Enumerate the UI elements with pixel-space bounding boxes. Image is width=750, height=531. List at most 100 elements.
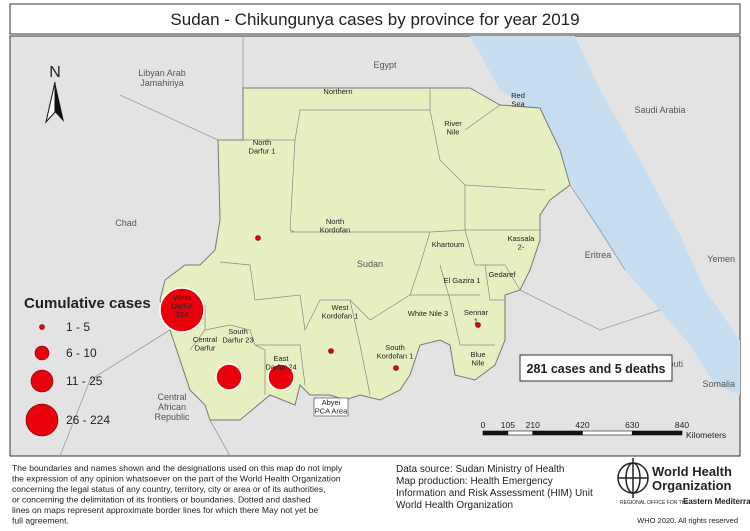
province-label: Red [511,91,525,100]
province-label: White Nile 3 [408,309,448,318]
province-label: 2- [518,243,525,252]
title: Sudan - Chikungunya cases by province fo… [170,10,579,29]
province-label: South [228,327,248,336]
north-arrow-half [45,81,56,124]
province-label: El Gazira 1 [443,276,480,285]
province-label: South [385,343,405,352]
scale-label: 0 [481,420,486,430]
country-label: Egypt [373,60,397,70]
summary-box [519,354,673,382]
province-borders [189,88,546,396]
province-label: Kassala [508,234,536,243]
country-label: Sudan [357,259,383,269]
province-label: Khartoum [432,240,465,249]
province-label: 224 [176,310,189,319]
case-bubble [159,287,205,333]
disclaimer: or concerning the delimitation of its fr… [12,495,311,505]
legend-symbol [34,345,50,361]
province-label: Central [193,335,218,344]
source: Map production: Health Emergency [396,476,553,487]
legend-label: 6 - 10 [66,346,97,360]
source: Information and Risk Assessment (HIM) Un… [396,488,593,499]
logo-text: World Health [652,464,732,479]
logo-text: Organization [652,478,732,493]
summary: 281 cases and 5 deaths [527,362,666,376]
country-label: Yemen [707,254,735,264]
province-label: West [332,303,350,312]
province-label: North [326,217,344,226]
province-label: 1 [474,317,478,326]
legend-symbol [30,369,54,393]
province-label: Darfur 23 [222,336,253,345]
legend-label: 11 - 25 [66,374,103,388]
province-label: North [253,138,271,147]
province-label: Abyei [322,398,341,407]
province-label: Darfur [195,344,216,353]
province-label: PCA Area [315,407,348,416]
province-label: Nile [472,359,485,368]
country-label: Saudi Arabia [634,105,685,115]
province-label: East [273,354,289,363]
country-label: Eritrea [585,250,612,260]
disclaimer: The boundaries and names shown and the d… [12,463,343,473]
case-bubble [393,365,399,371]
scale-label: 840 [675,420,689,430]
north-arrow [55,82,64,122]
scale-segment [482,430,509,436]
case-bubble [475,322,481,328]
province-label: Blue [470,350,485,359]
province-label: Kordofan 1 [322,312,359,321]
scale-label: 630 [625,420,639,430]
country-label: Jamahiriya [140,78,184,88]
province-label: Kordofan [320,226,350,235]
province-label: Darfur 24 [265,363,296,372]
sudan [159,87,571,421]
legend-label: 26 - 224 [66,413,110,427]
scale-segment [631,430,683,436]
legend-title: Cumulative cases [24,295,151,312]
disclaimer: concerning the legal status of any count… [12,484,326,494]
title-box [9,3,741,35]
source: World Health Organization [396,500,513,511]
source: Data source: Sudan Ministry of Health [396,464,564,475]
scale-label: 210 [526,420,540,430]
province-label: Nile [447,128,460,137]
province-label: Gedaref [488,270,516,279]
country-label: Somalia [702,379,735,389]
logo-text: REGIONAL OFFICE FOR THE [620,500,689,506]
disclaimer: lines on maps represent approximate bord… [12,505,318,515]
north-label: N [49,64,61,81]
scale-segment [532,430,583,436]
case-bubble [215,363,243,391]
province-label: Kordofan 1 [377,352,414,361]
who-emblem [617,458,649,498]
disclaimer: full agreement. [12,516,69,526]
legend-symbol [25,403,59,437]
province-label: Sennar [464,308,489,317]
case-bubble [255,235,261,241]
country-label: Central [157,392,186,402]
case-bubble [267,363,295,391]
country-label: Chad [115,218,137,228]
country-label: Libyan Arab [138,68,186,78]
scale-label: 105 [501,420,515,430]
province-label: Darfur 1 [248,147,275,156]
red-sea [470,36,740,395]
province-label: West [174,293,192,302]
case-bubble [328,348,334,354]
province-label: Darfur [172,302,193,311]
country-label: African [158,402,186,412]
scale-segment [582,430,633,436]
scale-unit: Kilometers [686,430,726,440]
copyright: WHO 2020. All rights reserved [637,516,738,525]
scale-label: 420 [575,420,589,430]
country-label: Republic [154,412,190,422]
neighbor-borders [59,36,661,457]
legend-label: 1 - 5 [66,320,90,334]
province-label: Sea [511,100,525,109]
scale-segment [507,430,534,436]
disclaimer: the expression of any opinion whatsoever… [12,474,341,484]
province-label: River [444,119,462,128]
